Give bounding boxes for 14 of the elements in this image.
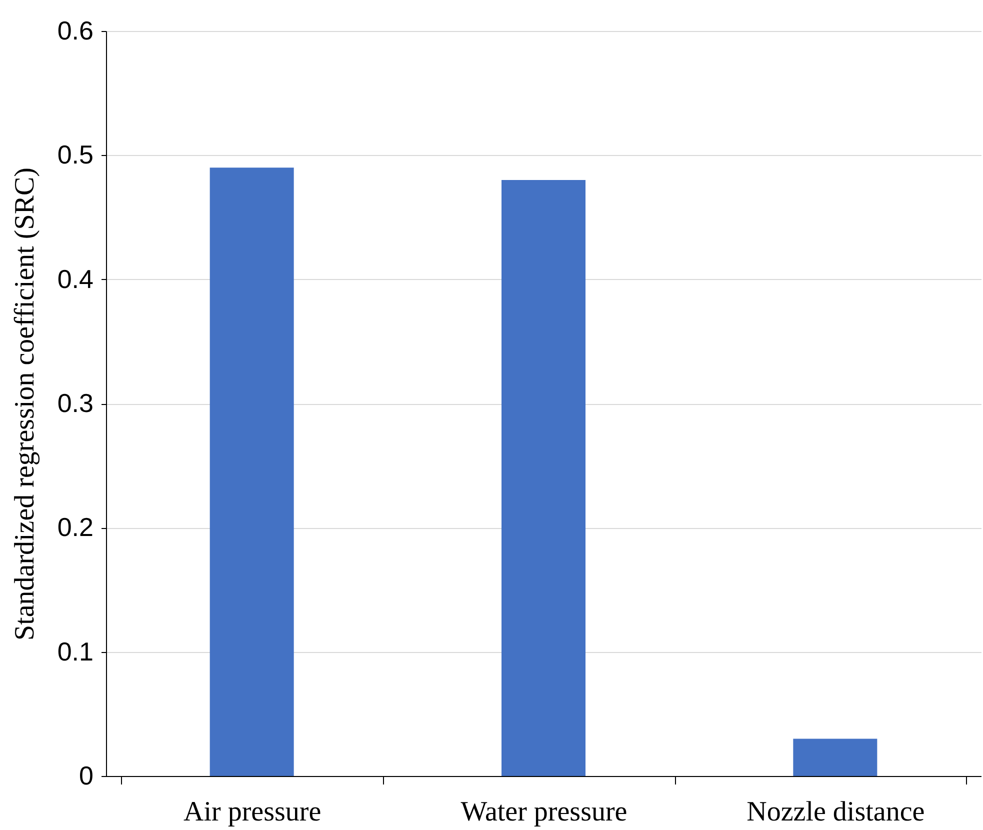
y-tick-label: 0.4 xyxy=(57,264,94,294)
y-axis-title: Standardized regression coefficient (SRC) xyxy=(9,167,40,641)
bar xyxy=(502,180,586,776)
y-tick-label: 0.5 xyxy=(57,140,94,170)
bar xyxy=(210,168,294,776)
x-tick-label: Nozzle distance xyxy=(746,796,925,828)
x-tick-label: Air pressure xyxy=(184,796,322,828)
x-tick-label: Water pressure xyxy=(460,796,628,828)
y-tick-label: 0.6 xyxy=(57,16,94,46)
bar xyxy=(793,738,878,776)
y-tick-label: 0.2 xyxy=(57,512,94,542)
y-tick-label: 0.3 xyxy=(57,388,94,418)
y-tick-label: 0 xyxy=(79,760,94,790)
y-tick-label: 0.1 xyxy=(57,636,94,666)
